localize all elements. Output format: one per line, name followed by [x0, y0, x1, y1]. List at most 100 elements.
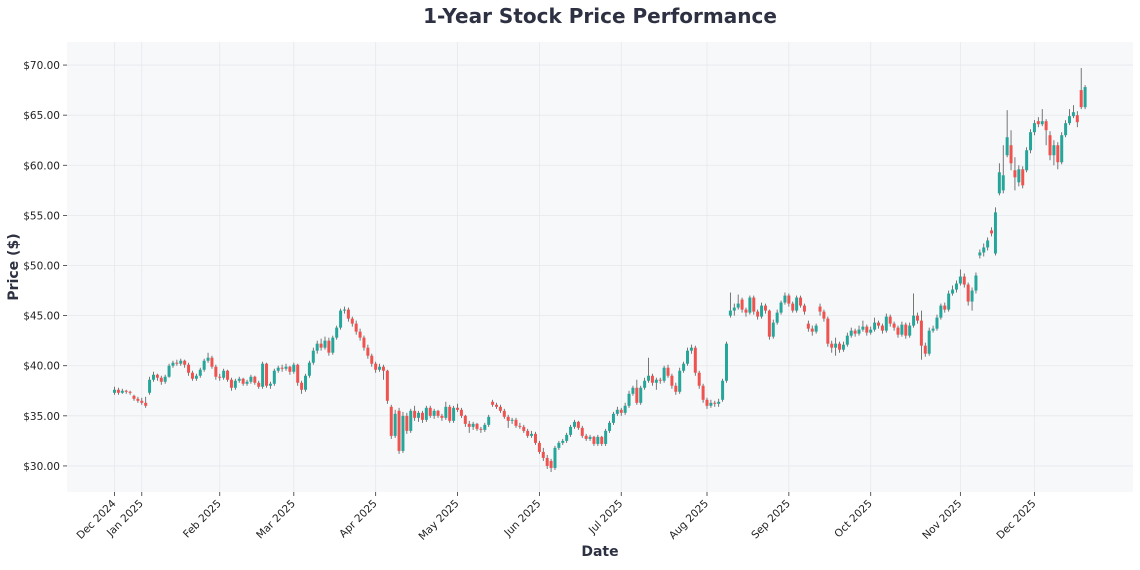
chart-title: 1-Year Stock Price Performance — [423, 4, 777, 28]
candle-up — [861, 320, 865, 332]
candle-up — [151, 371, 155, 382]
candle-down — [966, 282, 970, 306]
candle-body — [572, 421, 576, 427]
candle-body — [974, 275, 978, 291]
candle-body — [261, 363, 265, 387]
candle-down — [756, 309, 760, 320]
candle-body — [171, 362, 175, 366]
candle-up — [249, 374, 253, 384]
candle-down — [865, 324, 869, 336]
candle-down — [670, 373, 674, 389]
candle-up — [530, 430, 534, 438]
candle-body — [834, 343, 838, 348]
candle-body — [389, 406, 393, 436]
candle-body — [873, 322, 877, 330]
candle-down — [580, 425, 584, 438]
candle-body — [576, 421, 580, 428]
candle-down — [405, 412, 409, 434]
candle-up — [643, 377, 647, 390]
candle-up — [222, 368, 226, 380]
candle-down — [877, 320, 881, 329]
candle-up — [206, 352, 210, 363]
candle-up — [194, 373, 198, 381]
candle-up — [272, 368, 276, 386]
candle-body — [1083, 87, 1087, 108]
candle-up — [1017, 165, 1021, 187]
candle-body — [806, 323, 810, 329]
candle-body — [709, 402, 713, 406]
candle-body — [904, 324, 908, 336]
candle-body — [732, 307, 736, 311]
candle-down — [752, 295, 756, 315]
candle-body — [845, 335, 849, 345]
candle-body — [927, 330, 931, 354]
candle-body — [424, 407, 428, 420]
candle-body — [771, 322, 775, 337]
candle-body — [993, 212, 997, 254]
candle-body — [1005, 137, 1009, 156]
candle-body — [257, 382, 261, 387]
candle-body — [791, 303, 795, 311]
candle-body — [444, 406, 448, 418]
candle-down — [436, 409, 440, 418]
candle-body — [1071, 112, 1075, 117]
candle-body — [300, 382, 304, 390]
candle-body — [814, 325, 818, 332]
candle-up — [857, 325, 861, 336]
candle-down — [1009, 130, 1013, 171]
y-tick-label: $60.00 — [23, 160, 60, 172]
candle-up — [775, 309, 779, 325]
candle-down — [506, 414, 510, 428]
candle-up — [202, 358, 206, 372]
candle-down — [354, 320, 358, 335]
candle-down — [385, 369, 389, 404]
candle-up — [1032, 120, 1036, 136]
candle-down — [413, 405, 417, 421]
candle-body — [686, 350, 690, 364]
candle-down — [838, 341, 842, 353]
candle-body — [155, 374, 159, 378]
candle-body — [487, 416, 491, 425]
candle-body — [144, 402, 148, 406]
candle-down — [1079, 68, 1083, 110]
candle-up — [1071, 105, 1075, 119]
candle-down — [697, 370, 701, 389]
candle-body — [763, 305, 767, 311]
candle-body — [374, 363, 378, 370]
candle-up — [849, 327, 853, 338]
candle-body — [307, 362, 311, 376]
candle-down — [463, 414, 467, 427]
candle-body — [175, 362, 179, 364]
candle-body — [210, 357, 214, 367]
candle-body — [1009, 145, 1013, 164]
candle-body — [409, 410, 413, 431]
candle-down — [537, 440, 541, 454]
x-tick-label: Dec 2025 — [994, 498, 1038, 542]
candle-down — [159, 375, 163, 385]
candle-down — [253, 375, 257, 385]
candle-up — [163, 374, 167, 384]
candle-down — [467, 420, 471, 433]
candle-down — [705, 397, 709, 409]
x-tick-label: Apr 2025 — [337, 498, 380, 541]
candle-body — [947, 293, 951, 310]
candle-body — [1079, 90, 1083, 108]
candle-body — [822, 311, 826, 319]
candle-body — [401, 415, 405, 451]
candle-body — [795, 297, 799, 311]
candle-body — [229, 379, 233, 388]
candle-body — [740, 299, 744, 310]
y-tick-label: $45.00 — [23, 311, 60, 323]
candle-down — [448, 404, 452, 423]
candle-body — [810, 328, 814, 332]
candle-down — [370, 353, 374, 367]
candle-down — [904, 322, 908, 339]
candle-body — [728, 310, 732, 316]
candle-down — [346, 307, 350, 322]
candle-body — [736, 303, 740, 308]
candle-body — [701, 385, 705, 400]
candle-down — [600, 435, 604, 446]
candle-down — [802, 303, 806, 315]
candle-body — [900, 324, 904, 335]
x-tick-label: Aug 2025 — [667, 498, 711, 542]
